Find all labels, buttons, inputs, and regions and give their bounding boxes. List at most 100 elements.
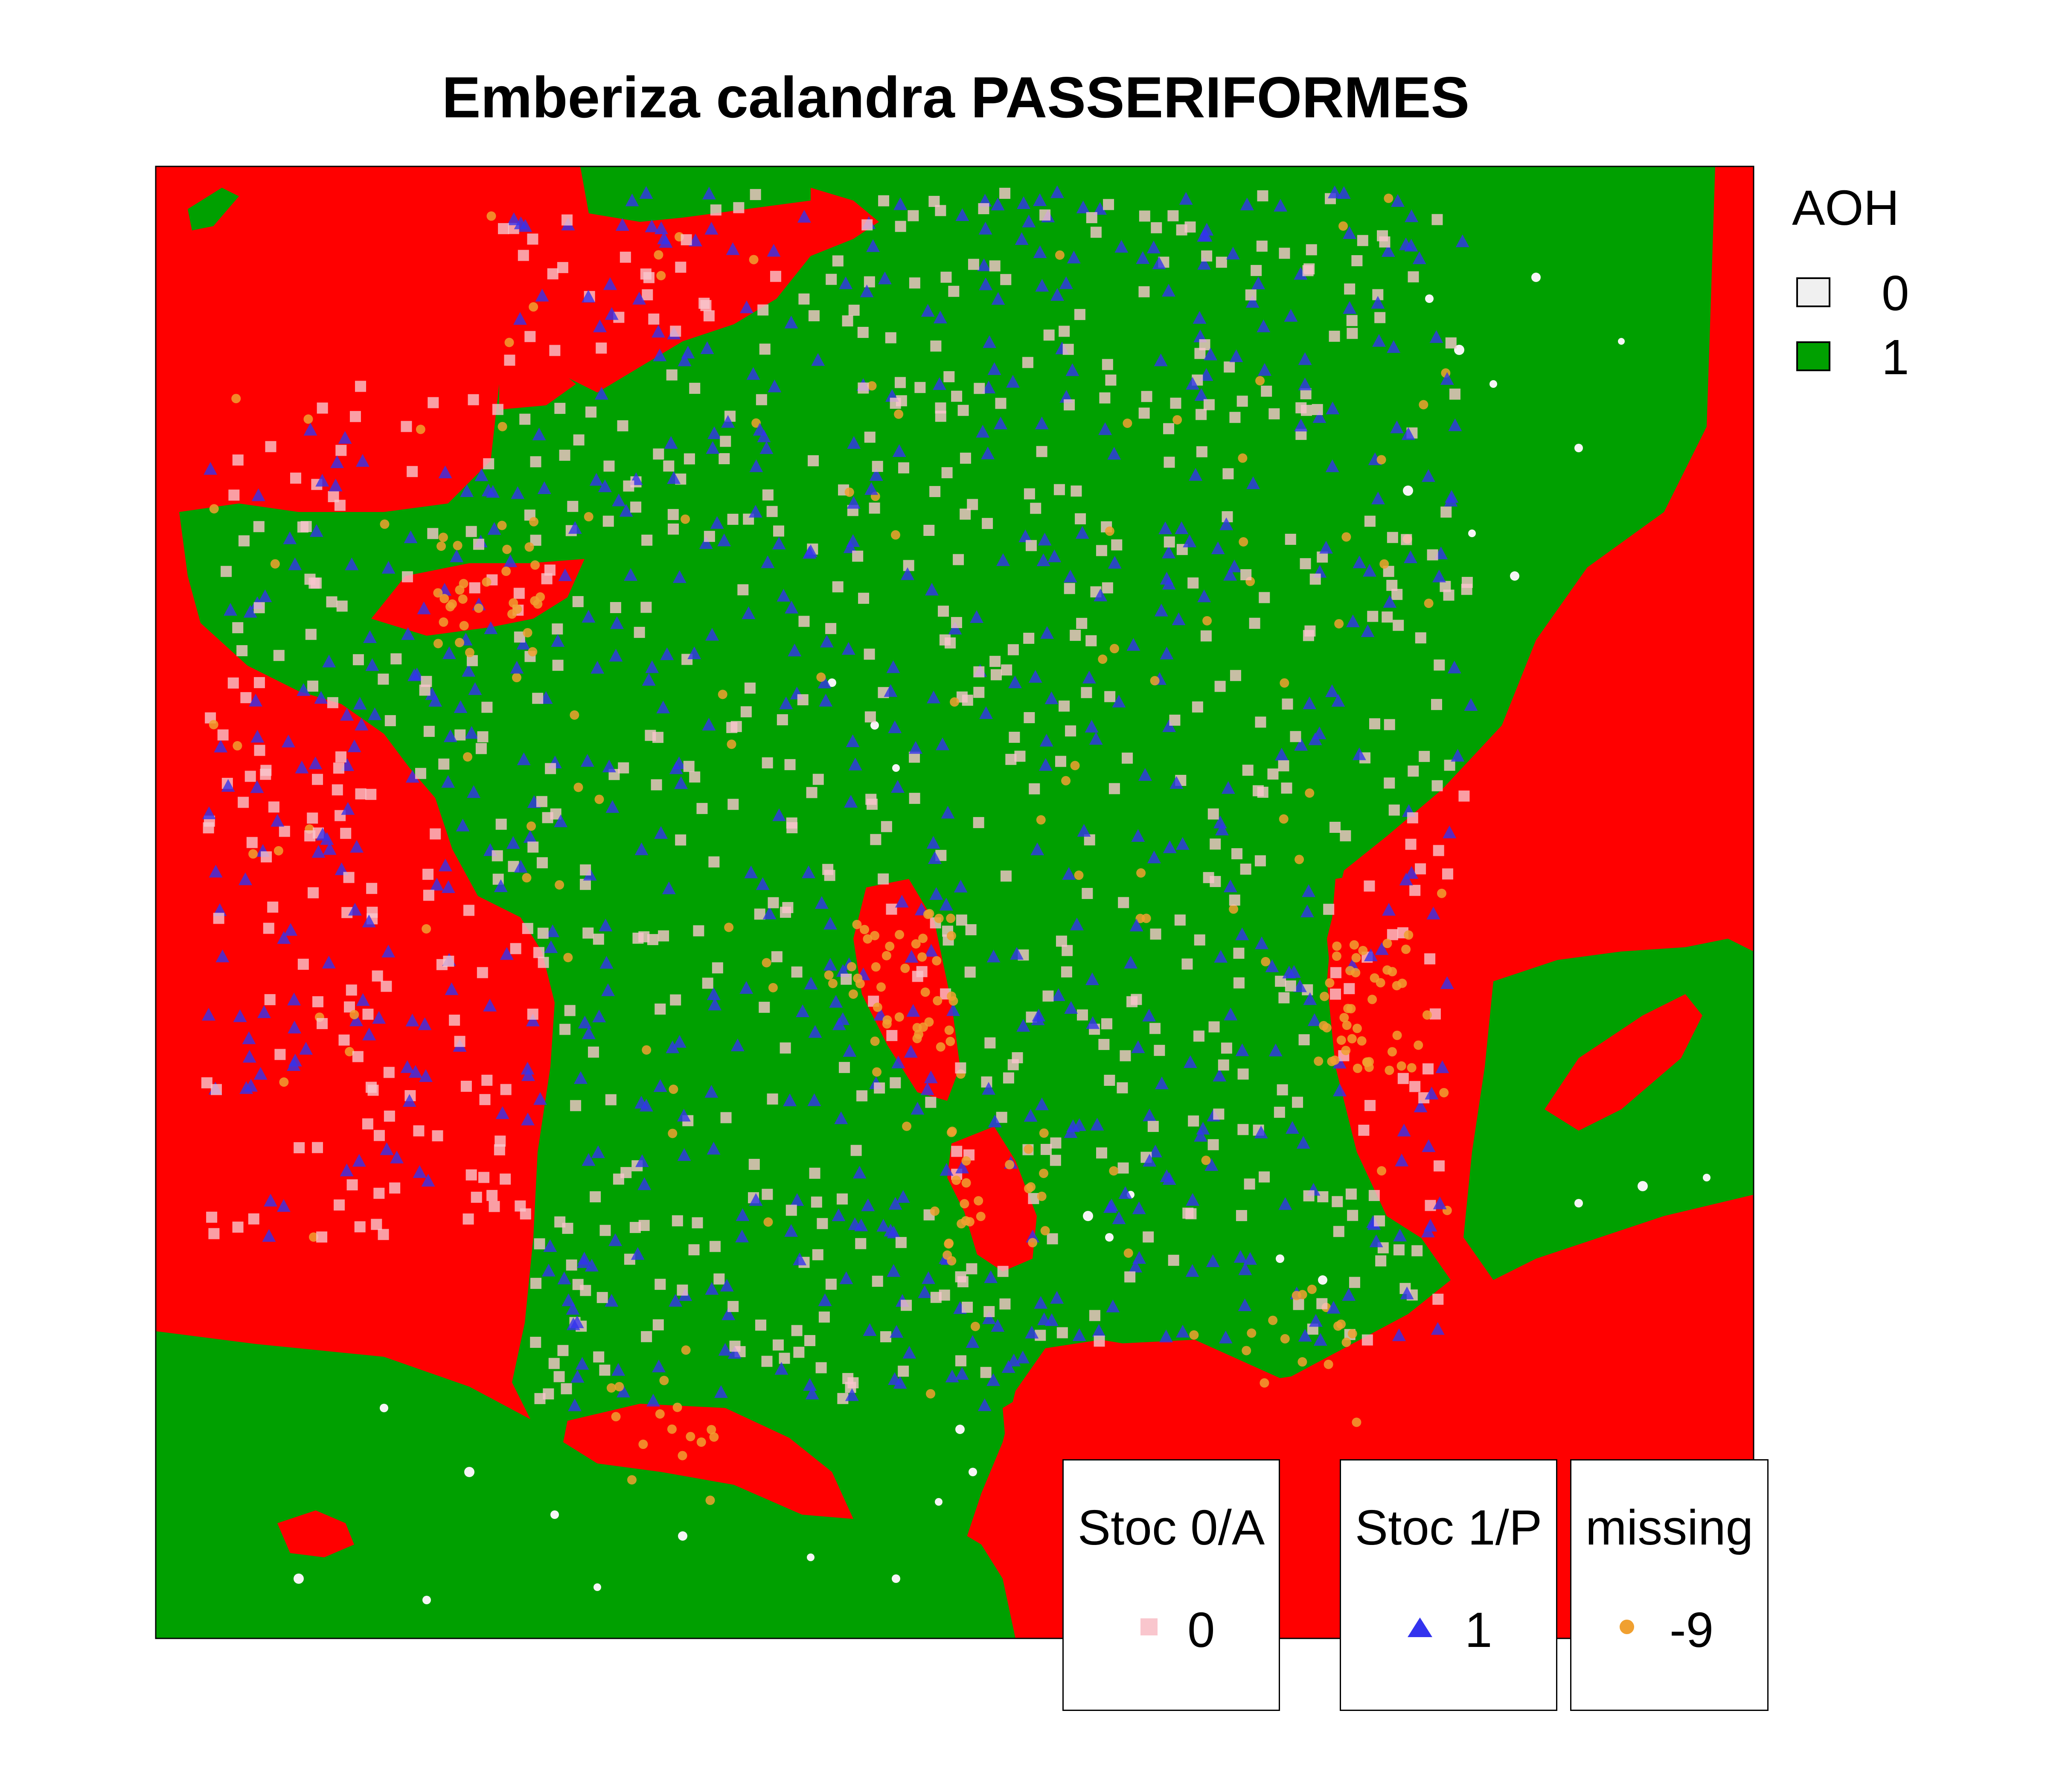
missing-point xyxy=(946,931,956,941)
stoc0-point xyxy=(890,398,901,409)
stoc1-point xyxy=(619,503,633,517)
stoc0-point xyxy=(1163,423,1175,434)
stoc1-point xyxy=(1326,401,1340,415)
stoc1-point xyxy=(251,488,265,501)
missing-point xyxy=(1385,1065,1394,1075)
stoc0-point xyxy=(236,645,248,657)
stoc0-point xyxy=(519,413,531,425)
stoc0-point xyxy=(1059,700,1070,712)
missing-point xyxy=(870,931,880,940)
missing-point xyxy=(961,1178,971,1188)
stoc0-point xyxy=(1059,326,1070,337)
stoc0-point xyxy=(855,1238,867,1249)
stoc1-point xyxy=(1039,758,1053,771)
stoc0-point xyxy=(658,930,669,942)
stoc0-point xyxy=(1104,691,1116,702)
stoc1-point xyxy=(1204,347,1218,361)
stoc1-point xyxy=(637,1177,652,1190)
stoc0-point xyxy=(1222,468,1234,480)
stoc1-point xyxy=(1375,942,1389,955)
stoc1-point xyxy=(739,300,753,314)
stoc1-point xyxy=(841,642,855,655)
stoc0-point xyxy=(864,649,875,660)
stoc0-point xyxy=(1075,513,1086,524)
stoc1-point xyxy=(1197,229,1211,242)
stoc0-point xyxy=(1000,870,1012,882)
missing-point xyxy=(1295,855,1304,864)
stoc0-point xyxy=(308,887,319,899)
stoc1-point xyxy=(718,1343,732,1356)
missing-point xyxy=(1202,616,1212,625)
missing-point xyxy=(474,603,483,613)
stoc0-point xyxy=(415,768,426,779)
stoc1-point xyxy=(1432,569,1446,582)
stoc0-point xyxy=(463,905,474,916)
stoc1-point xyxy=(1155,1076,1169,1090)
stoc1-point xyxy=(735,1229,749,1242)
stoc0-point xyxy=(238,797,249,808)
stoc0-point xyxy=(940,271,952,283)
stoc0-point xyxy=(1434,659,1445,671)
missing-point xyxy=(1026,1182,1036,1192)
stoc1-point xyxy=(443,729,457,742)
missing-point xyxy=(1325,978,1335,988)
stoc1-point xyxy=(1274,198,1288,212)
stoc0-point xyxy=(700,300,712,311)
stoc1-point xyxy=(1426,906,1440,919)
stoc1-point xyxy=(784,1224,798,1237)
stoc0-point xyxy=(704,531,715,542)
missing-point xyxy=(1098,654,1108,664)
stoc0-point xyxy=(895,221,906,232)
stoc1-point xyxy=(642,673,656,686)
stoc1-point xyxy=(720,1278,734,1292)
stoc1-point xyxy=(1444,494,1458,507)
stoc1-point xyxy=(1395,1153,1409,1167)
stoc1-point xyxy=(202,1008,216,1021)
stoc1-point xyxy=(1294,738,1308,751)
stoc0-point xyxy=(500,1084,512,1095)
stoc0-point xyxy=(454,1036,465,1047)
stoc1-point xyxy=(1312,410,1327,423)
stoc1-point xyxy=(605,307,619,320)
stoc1-point xyxy=(1196,1122,1210,1135)
stoc0-point xyxy=(727,799,739,810)
stoc1-point xyxy=(601,983,615,996)
stoc0-point xyxy=(504,355,515,366)
stoc0-point xyxy=(430,828,441,840)
stoc1-point xyxy=(1179,192,1193,205)
missing-point xyxy=(751,418,761,428)
stoc0-point xyxy=(766,506,778,517)
stoc0-point xyxy=(1282,698,1293,710)
missing-point xyxy=(816,672,826,682)
stoc0-point xyxy=(373,1187,385,1199)
stoc0-point xyxy=(354,1221,366,1233)
stoc1-point xyxy=(721,1307,736,1321)
stoc0-point xyxy=(737,584,749,596)
stoc1-point xyxy=(599,918,613,931)
stoc0-point xyxy=(1425,1200,1436,1211)
stoc0-point xyxy=(1154,1044,1165,1056)
stoc0-point xyxy=(620,251,631,263)
stoc0-point xyxy=(730,721,742,732)
stoc0-point xyxy=(1405,838,1417,850)
stoc0-point xyxy=(333,762,344,774)
stoc0-point xyxy=(384,1110,395,1122)
stoc0-point xyxy=(1387,532,1398,543)
stoc0-point xyxy=(541,573,553,585)
stoc1-point xyxy=(277,931,291,944)
missing-point xyxy=(502,544,512,554)
stoc1-point xyxy=(1114,240,1129,253)
stoc1-point xyxy=(895,895,909,908)
stoc0-point xyxy=(567,500,579,512)
stoc0-point xyxy=(1442,868,1453,880)
stoc0-point xyxy=(1267,768,1279,780)
stoc0-point xyxy=(651,779,662,791)
stoc0-point xyxy=(890,1077,901,1088)
stoc1-point xyxy=(1143,1108,1157,1122)
stoc0-point xyxy=(1210,838,1221,850)
missing-point xyxy=(501,566,511,576)
missing-point xyxy=(1382,965,1392,975)
stoc0-point xyxy=(982,518,993,529)
missing-point xyxy=(1341,1338,1351,1347)
stoc1-point xyxy=(1302,884,1316,897)
